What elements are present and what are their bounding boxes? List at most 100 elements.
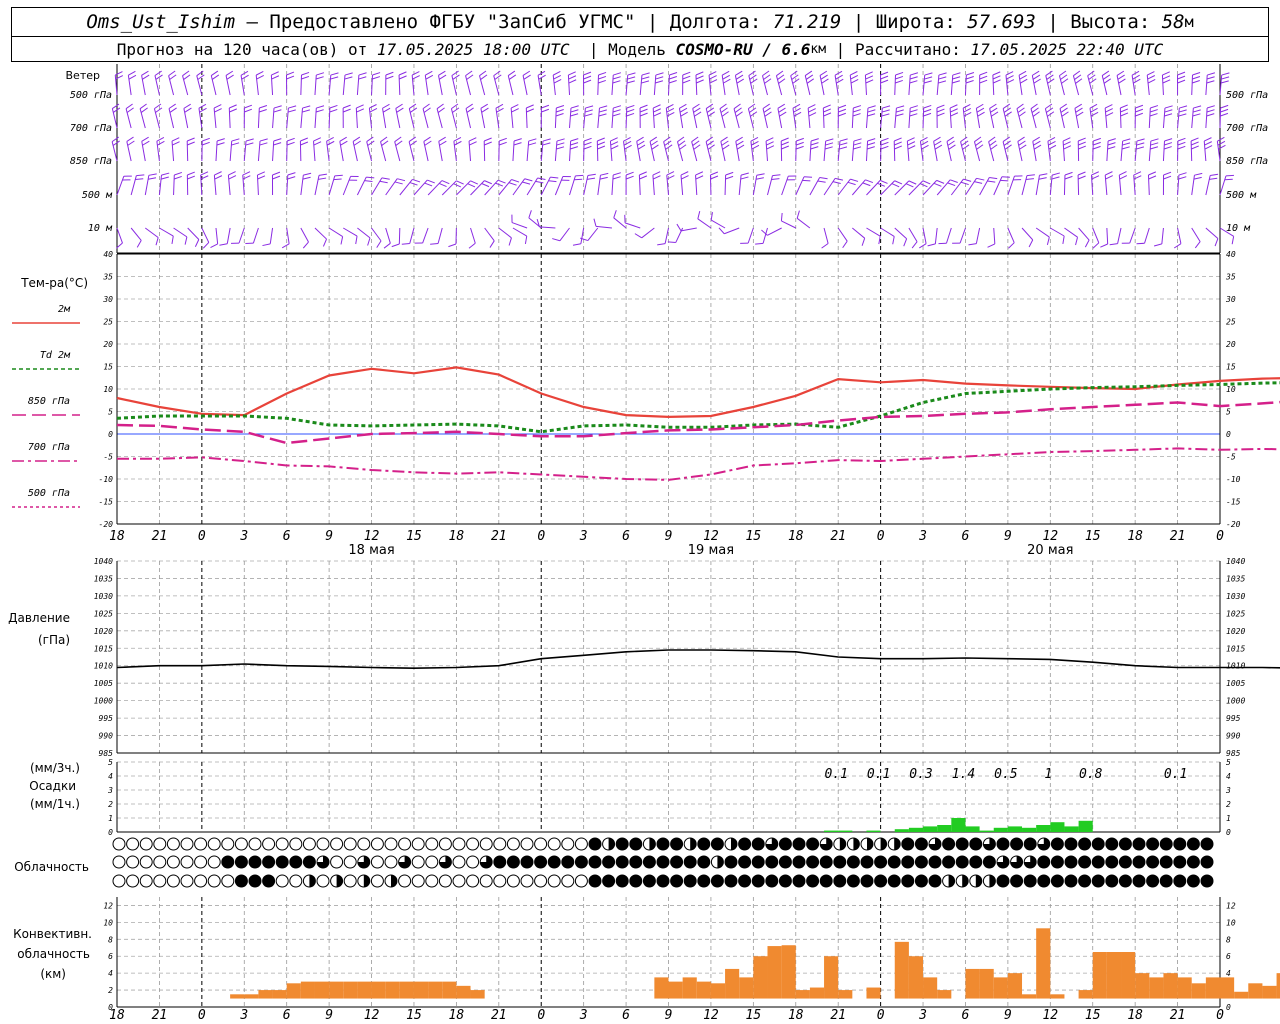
cloud-cover-circle — [166, 855, 180, 869]
y-tick-label: 1015 — [94, 644, 113, 653]
wind-barb-feather — [1006, 79, 1015, 84]
wind-barb-feather — [395, 140, 403, 146]
wind-barb-feather — [1217, 136, 1225, 142]
wind-barb-feather — [796, 210, 800, 219]
cloud-cover-circle — [534, 837, 548, 851]
alt-value: 58 — [1161, 11, 1185, 33]
conv-bar — [1078, 990, 1093, 999]
wind-barb-feather — [639, 175, 648, 180]
wind-barb-feather — [907, 137, 915, 142]
y-tick-label: 10 — [1226, 918, 1236, 927]
precip-bar — [894, 829, 909, 832]
wind-barb — [762, 108, 768, 129]
cloud-cover-fill — [929, 875, 941, 887]
wind-barb — [111, 141, 118, 162]
wind-barb-feather — [241, 74, 249, 80]
wind-barb-feather — [154, 70, 162, 76]
wind-barb-feather — [865, 75, 874, 80]
wind-barb-feather — [1194, 172, 1203, 176]
y-tick-label: 1035 — [94, 574, 113, 583]
cloud-cover-circle — [384, 855, 398, 869]
wind-barb-feather — [719, 103, 727, 110]
wind-barb-feather — [723, 78, 731, 84]
wind-barb — [114, 75, 118, 96]
wind-barb-feather — [610, 145, 619, 150]
wind-barb — [767, 175, 773, 196]
wind-barb-feather — [839, 138, 848, 142]
cloud-cover-circle — [574, 874, 588, 888]
wind-barb — [1205, 108, 1208, 129]
y-tick-label: 12 — [103, 901, 113, 910]
wind-barb — [665, 108, 669, 129]
wind-barb-feather — [1135, 108, 1144, 113]
cloud-cover-fill — [262, 875, 275, 887]
cloud-cover-fill — [1065, 856, 1077, 868]
wind-barb-feather — [679, 144, 687, 150]
wind-barb — [343, 227, 358, 237]
cloud-cover-fill — [1037, 838, 1050, 850]
wind-barb-feather — [412, 178, 421, 183]
y-tick-label: -10 — [99, 475, 114, 484]
wind-barb-feather — [369, 108, 378, 113]
cloud-cover-circle — [166, 874, 180, 888]
wind-barb-feather — [452, 107, 460, 113]
wind-barb-feather — [126, 136, 134, 142]
wind-barb-feather — [1173, 243, 1182, 249]
legend-label: 850 гПа — [28, 396, 70, 407]
wind-barb-feather — [963, 107, 971, 113]
wind-barb-feather — [853, 105, 862, 109]
wind-barb-feather — [313, 137, 321, 142]
wind-barb — [422, 227, 429, 244]
cloud-cover-circle — [221, 837, 235, 851]
wind-barb — [498, 227, 512, 239]
wind-barb-feather — [1149, 109, 1158, 113]
wind-barb-feather — [903, 238, 908, 247]
wind-barb — [1190, 140, 1193, 162]
wind-barb — [597, 108, 600, 129]
wind-barb — [936, 75, 940, 96]
x-tick-label: 18 — [109, 1008, 125, 1023]
wind-barb-feather — [936, 104, 945, 109]
wind-barb-feather — [796, 137, 804, 142]
y-tick-label: 2 — [108, 800, 113, 809]
wind-barb-feather — [779, 111, 787, 117]
y-tick-label: 2 — [108, 986, 113, 995]
wind-barb-feather — [115, 71, 123, 76]
cloud-cover-fill — [670, 856, 683, 868]
wind-barb-feather — [427, 179, 435, 184]
wind-barb — [1101, 75, 1108, 96]
cloud-cover-fill — [363, 875, 370, 887]
wind-barb-feather — [894, 180, 903, 185]
wind-barb — [512, 227, 528, 237]
wind-barb — [468, 141, 472, 162]
y-tick-label: 1 — [1226, 814, 1231, 823]
cloud-cover-fill — [929, 856, 941, 868]
wind-barb-feather — [911, 241, 918, 249]
wind-barb-feather — [1164, 105, 1173, 109]
cloud-cover-fill — [731, 838, 737, 850]
temp-panel-title: Тем-ра(°C) — [20, 276, 88, 290]
wind-barb-feather — [1105, 108, 1113, 113]
wind-barb-feather — [1059, 70, 1067, 77]
cloud-cover-fill — [942, 856, 955, 868]
y-tick-label: 25 — [103, 318, 113, 327]
wind-barb-feather — [135, 178, 144, 181]
y-tick-label: 5 — [1226, 758, 1231, 767]
wind-barb — [226, 227, 231, 244]
wind-barb-feather — [1107, 146, 1116, 150]
wind-barb-feather — [1019, 74, 1027, 80]
wind-barb — [554, 141, 558, 162]
wind-barb — [950, 178, 964, 196]
cloud-cover-circle — [126, 874, 140, 888]
wind-barb — [864, 75, 867, 96]
wind-barb-feather — [1192, 113, 1201, 117]
cloud-cover-fill — [752, 875, 765, 887]
wind-barb — [1044, 108, 1051, 129]
cloud-cover-circle — [180, 837, 194, 851]
wind-barb-feather — [1218, 144, 1226, 150]
wind-barb — [781, 220, 796, 229]
wind-barb — [1016, 108, 1023, 129]
wind-barb-feather — [1150, 146, 1159, 150]
wind-barb-feather — [1038, 177, 1047, 180]
wind-barb-feather — [1150, 105, 1159, 109]
